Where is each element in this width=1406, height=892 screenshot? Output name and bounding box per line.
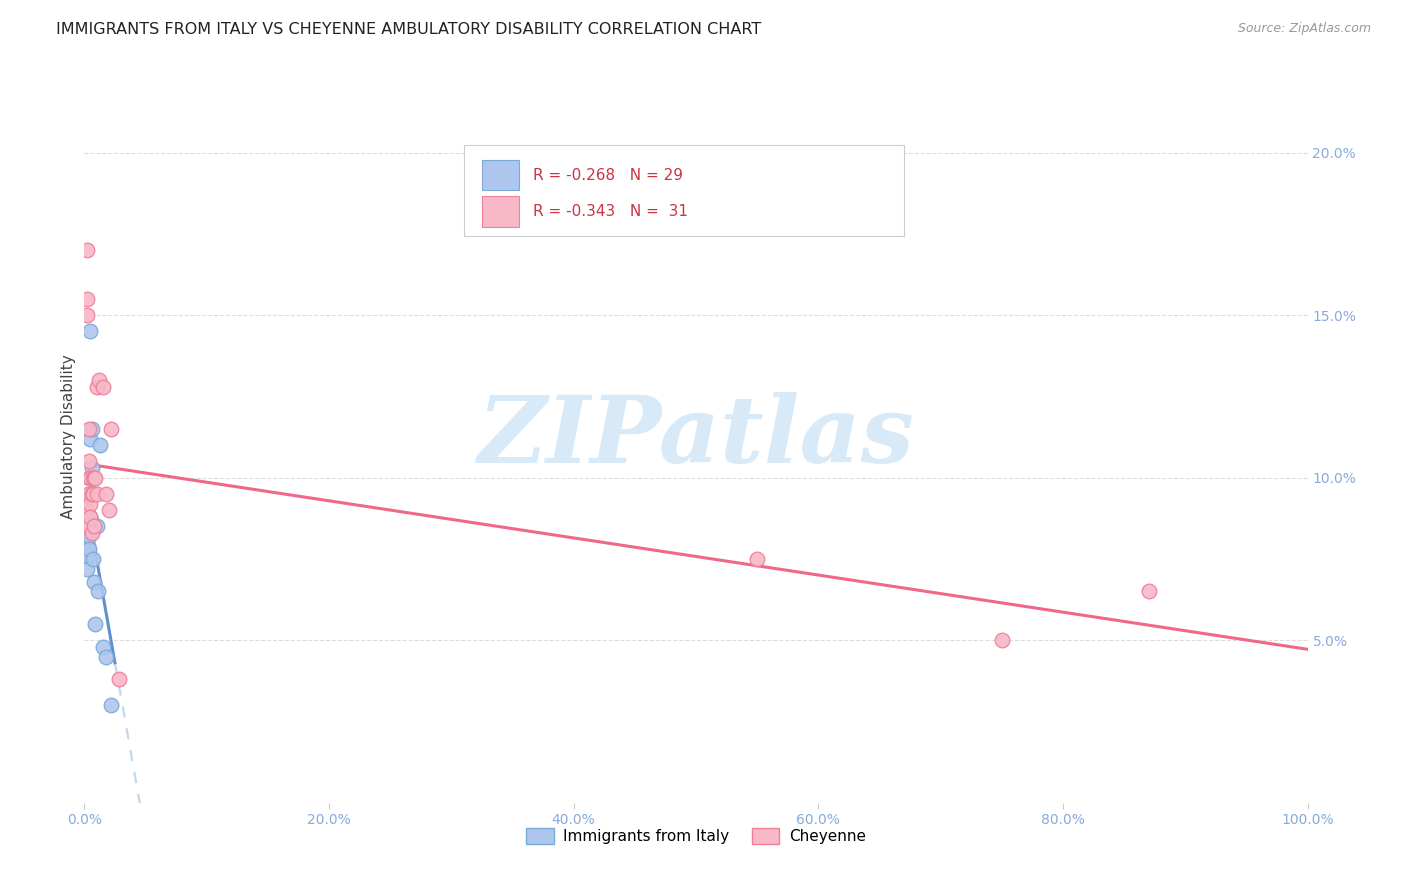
Text: IMMIGRANTS FROM ITALY VS CHEYENNE AMBULATORY DISABILITY CORRELATION CHART: IMMIGRANTS FROM ITALY VS CHEYENNE AMBULA… <box>56 22 762 37</box>
Point <box>75 542 97 557</box>
Point <box>86 487 108 501</box>
Point <box>80 487 103 501</box>
Point <box>80 422 103 436</box>
Point <box>77 549 100 563</box>
Point <box>86 519 108 533</box>
Point <box>77 422 100 436</box>
Point <box>79 325 101 339</box>
Point <box>87 373 110 387</box>
Point <box>84 617 107 632</box>
Text: Source: ZipAtlas.com: Source: ZipAtlas.com <box>1237 22 1371 36</box>
Point <box>82 552 104 566</box>
Point <box>75 503 97 517</box>
Point <box>80 487 103 501</box>
Point <box>76 562 98 576</box>
Point <box>89 438 111 452</box>
Point <box>77 454 100 468</box>
Point <box>79 497 101 511</box>
Point <box>80 526 103 541</box>
Point <box>77 471 100 485</box>
Point <box>77 487 100 501</box>
Point <box>87 584 110 599</box>
Point <box>79 509 101 524</box>
Point <box>77 526 100 541</box>
FancyBboxPatch shape <box>464 145 904 235</box>
Point <box>82 487 104 501</box>
Point <box>84 471 107 485</box>
FancyBboxPatch shape <box>482 196 519 227</box>
Point <box>77 519 100 533</box>
Point <box>76 529 98 543</box>
Text: ZIPatlas: ZIPatlas <box>478 392 914 482</box>
Point <box>77 529 100 543</box>
Point <box>96 487 118 501</box>
Point <box>77 539 100 553</box>
Text: R = -0.343   N =  31: R = -0.343 N = 31 <box>533 203 689 219</box>
Point <box>80 461 103 475</box>
Point <box>82 471 104 485</box>
Point <box>79 509 101 524</box>
Point <box>77 526 100 541</box>
Point <box>82 471 104 485</box>
Point <box>107 673 129 687</box>
Point <box>77 542 100 557</box>
Point <box>79 432 101 446</box>
Point <box>79 487 101 501</box>
Point <box>1137 584 1160 599</box>
Point <box>76 542 98 557</box>
Point <box>77 519 100 533</box>
Point <box>75 519 97 533</box>
Point <box>97 503 120 517</box>
Point <box>76 292 98 306</box>
FancyBboxPatch shape <box>482 160 519 190</box>
Point <box>991 633 1014 648</box>
Point <box>91 380 114 394</box>
Point <box>100 698 122 713</box>
Y-axis label: Ambulatory Disability: Ambulatory Disability <box>60 355 76 519</box>
Point <box>100 422 122 436</box>
Point <box>83 471 105 485</box>
Legend: Immigrants from Italy, Cheyenne: Immigrants from Italy, Cheyenne <box>520 822 872 850</box>
Point <box>91 640 114 654</box>
Point <box>79 471 101 485</box>
Text: R = -0.268   N = 29: R = -0.268 N = 29 <box>533 168 683 183</box>
Point <box>83 519 105 533</box>
Point <box>86 380 108 394</box>
Point <box>747 552 769 566</box>
Point <box>76 243 98 257</box>
Point <box>75 549 97 563</box>
Point <box>96 649 118 664</box>
Point <box>76 308 98 322</box>
Point <box>83 574 105 589</box>
